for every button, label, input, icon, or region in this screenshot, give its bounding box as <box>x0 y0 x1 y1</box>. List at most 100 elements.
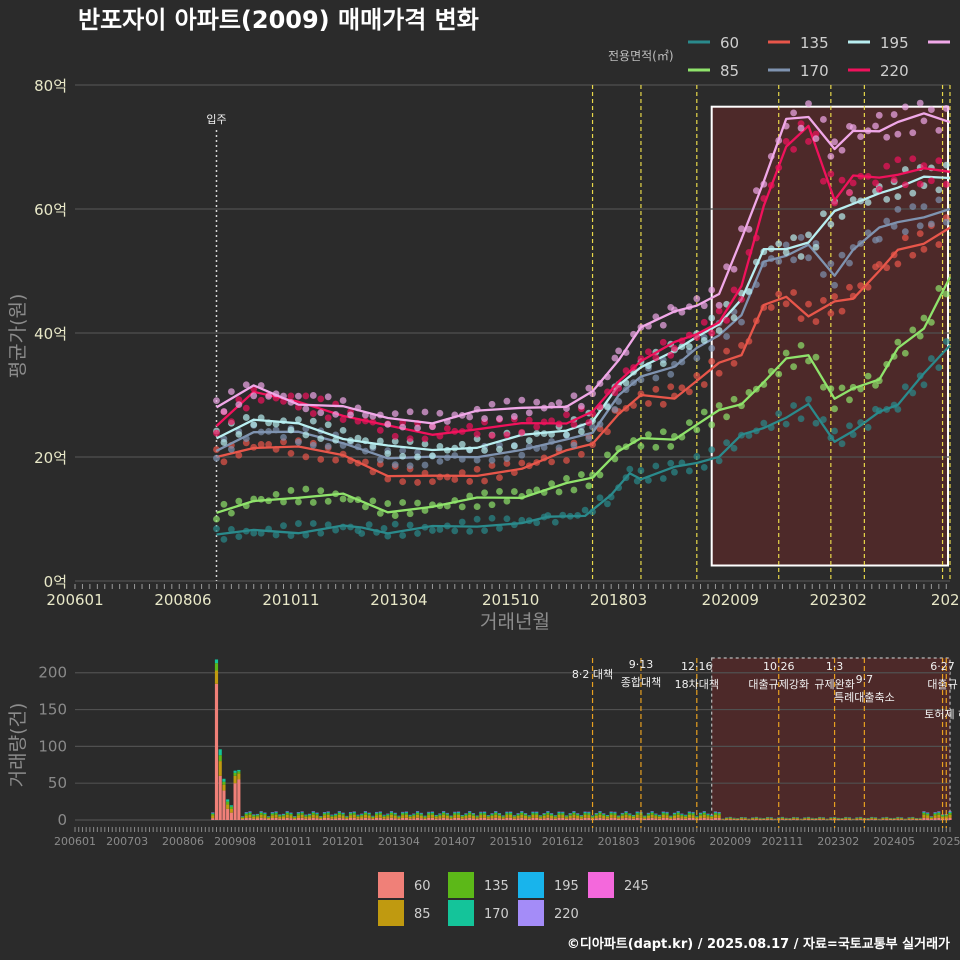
price-point <box>399 478 407 486</box>
volume-bar-segment <box>855 819 859 820</box>
price-point <box>693 453 701 460</box>
price-point <box>295 520 302 527</box>
volume-bar-segment <box>427 812 431 814</box>
volume-bar-segment <box>717 815 721 818</box>
volume-legend-label: 85 <box>414 907 431 922</box>
price-point <box>473 430 481 438</box>
price-point <box>466 527 474 535</box>
volume-bar-segment <box>252 814 256 816</box>
price-point <box>242 414 250 421</box>
price-point <box>875 185 883 193</box>
volume-bar <box>907 817 911 820</box>
volume-bar-segment <box>315 815 319 819</box>
volume-bar-segment <box>698 815 703 819</box>
price-point <box>585 435 593 442</box>
volume-bar-segment <box>743 818 747 820</box>
price-point <box>235 401 243 408</box>
volume-bar-segment <box>810 818 814 820</box>
price-point <box>767 304 775 311</box>
legend-item-170: 170 <box>768 62 829 80</box>
volume-bar-segment <box>765 819 770 820</box>
volume-bar-segment <box>352 817 356 820</box>
volume-bar-segment <box>371 818 375 820</box>
volume-bar-segment <box>300 812 304 814</box>
volume-bar-segment <box>386 816 390 819</box>
price-point <box>551 518 559 526</box>
price-point <box>287 449 295 457</box>
volume-bar-segment <box>516 814 520 816</box>
volume-bar <box>252 814 256 820</box>
price-point <box>287 426 295 434</box>
price-point <box>927 177 935 185</box>
volume-bar-segment <box>706 818 710 820</box>
volume-bar-segment <box>669 817 673 819</box>
volume-bar-segment <box>698 814 703 816</box>
price-point <box>942 290 950 298</box>
price-point <box>473 503 481 511</box>
volume-bar-segment <box>844 819 848 820</box>
volume-bar-segment <box>818 817 822 819</box>
volume-legend-swatch <box>588 872 614 898</box>
volume-bar-segment <box>438 814 442 815</box>
price-point <box>708 446 716 454</box>
volume-bar-segment <box>375 812 379 814</box>
volume-bar-segment <box>505 817 509 820</box>
price-point <box>213 454 220 462</box>
volume-bar-segment <box>222 778 226 782</box>
volume-bar-segment <box>687 812 691 814</box>
volume-bar <box>211 812 215 820</box>
volume-bar-segment <box>840 818 844 820</box>
price-point <box>942 180 950 188</box>
volume-bar <box>754 816 758 820</box>
volume-bar <box>214 659 219 820</box>
price-point <box>700 337 708 344</box>
volume-bar-segment <box>535 813 539 816</box>
volume-bar-segment <box>546 814 550 818</box>
volume-bar <box>926 812 930 820</box>
price-point <box>645 431 652 439</box>
volume-bar-segment <box>490 815 494 819</box>
volume-bar-segment <box>583 812 587 814</box>
price-point <box>685 343 693 350</box>
volume-bar-segment <box>635 812 639 814</box>
volume-bar <box>523 813 528 820</box>
volume-bar-segment <box>546 817 550 820</box>
volume-bar-segment <box>780 818 785 820</box>
price-point <box>309 417 317 425</box>
volume-bar-segment <box>717 813 721 816</box>
price-point <box>295 438 302 446</box>
price-point <box>909 326 917 334</box>
volume-bar-segment <box>780 817 785 819</box>
volume-bar-segment <box>885 817 889 819</box>
volume-bar-segment <box>829 818 833 820</box>
volume-bar-segment <box>929 817 933 820</box>
volume-bar <box>401 811 405 820</box>
volume-bar-segment <box>646 814 650 816</box>
price-point <box>872 179 879 187</box>
price-point <box>250 529 258 537</box>
price-point <box>227 525 235 533</box>
volume-bar <box>613 811 617 820</box>
volume-bar-segment <box>408 818 412 820</box>
volume-bar-segment <box>334 814 338 815</box>
volume-bar-segment <box>590 816 595 818</box>
volume-bar-segment <box>382 816 386 819</box>
price-point <box>577 402 585 410</box>
volume-bar-segment <box>442 812 446 815</box>
volume-bar-segment <box>531 812 535 814</box>
volume-bar <box>918 817 922 820</box>
volume-bar-segment <box>624 812 628 813</box>
volume-bar <box>583 811 587 820</box>
volume-bar-segment <box>672 814 677 816</box>
volume-bar <box>438 813 442 820</box>
volume-bar-segment <box>226 801 230 805</box>
volume-bar-segment <box>672 815 677 819</box>
volume-x-tick-label: 200601 <box>54 835 96 848</box>
volume-bar <box>561 811 565 820</box>
volume-bar-segment <box>646 818 650 820</box>
volume-bar-segment <box>497 814 502 816</box>
price-point <box>414 479 421 486</box>
volume-bar-segment <box>691 817 695 820</box>
volume-bar <box>218 749 222 820</box>
volume-bar-segment <box>382 818 386 820</box>
